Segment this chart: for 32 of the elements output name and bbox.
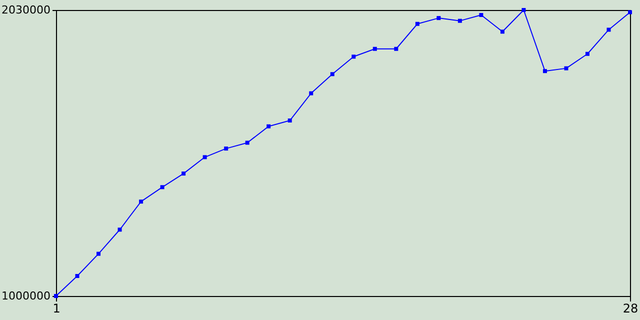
point <box>479 13 484 17</box>
point <box>542 69 547 74</box>
point <box>118 228 122 232</box>
point <box>415 22 420 26</box>
point <box>96 252 101 256</box>
point <box>522 8 526 12</box>
point <box>436 16 441 20</box>
point <box>352 54 356 59</box>
point <box>500 30 504 34</box>
x-tick-label: 1 <box>52 302 60 316</box>
y-tick-label: 2030000 <box>2 4 50 16</box>
y-tick-label: 1000000 <box>2 290 50 302</box>
point <box>585 52 590 56</box>
point <box>458 18 462 23</box>
point <box>309 91 314 96</box>
point <box>394 46 398 51</box>
point <box>75 274 80 278</box>
point <box>372 46 377 51</box>
point <box>564 66 568 70</box>
point <box>288 118 292 123</box>
point <box>330 72 334 76</box>
point <box>182 172 186 176</box>
point <box>266 124 271 128</box>
point <box>224 146 228 151</box>
point <box>628 10 632 14</box>
line-series <box>54 8 632 298</box>
point <box>202 155 207 160</box>
x-tick-label: 28 <box>622 302 638 316</box>
point <box>160 185 164 190</box>
point <box>606 28 611 32</box>
point <box>245 140 250 145</box>
point <box>139 200 144 204</box>
